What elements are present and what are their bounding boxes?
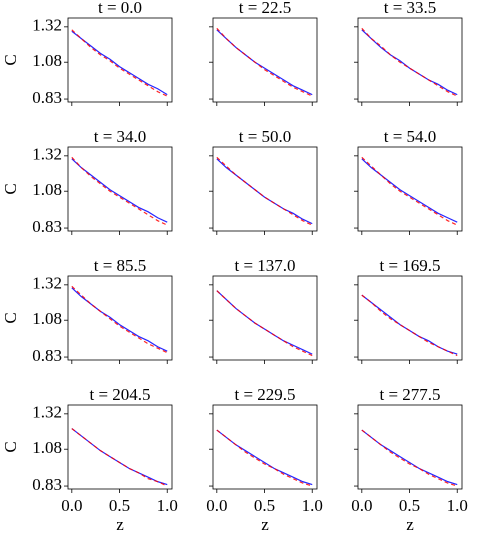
y-tick-label: 1.32 [32,16,62,35]
y-tick-label: 1.08 [32,438,62,457]
plot-frame [67,17,173,103]
panel-title: t = 54.0 [384,127,437,146]
y-axis-label: C [1,54,20,65]
x-axis-label: z [116,515,124,534]
y-tick-label: 1.32 [32,145,62,164]
y-tick-label: 0.83 [32,217,62,236]
plot-frame [212,404,318,490]
data-line [71,30,168,96]
x-tick-label: 0.0 [206,496,227,515]
data-line [361,158,458,223]
plot-frame [212,17,318,103]
data-line [361,156,458,226]
panel-title: t = 169.5 [379,256,440,275]
x-tick-label: 1.0 [447,496,468,515]
plot-frame [67,404,173,490]
panel-title: t = 229.5 [234,385,295,404]
plot-frame [357,404,463,490]
panel-title: t = 0.0 [98,0,142,17]
data-line [361,27,458,97]
y-tick-label: 1.32 [32,274,62,293]
data-line [71,428,168,487]
data-line [216,429,313,487]
panel-title: t = 50.0 [239,127,292,146]
data-line [71,158,168,223]
data-line [216,290,313,355]
x-tick-label: 0.5 [109,496,130,515]
y-tick-label: 1.32 [32,403,62,422]
panel-title: t = 33.5 [384,0,437,17]
x-tick-label: 0.5 [254,496,275,515]
plot-frame [357,275,463,361]
data-line [216,156,313,226]
x-tick-label: 1.0 [302,496,323,515]
data-line [361,29,458,96]
y-tick-label: 1.08 [32,51,62,70]
data-line [361,429,458,486]
data-line [71,156,168,226]
data-line [216,290,313,357]
x-tick-label: 1.0 [157,496,178,515]
y-tick-label: 1.08 [32,309,62,328]
panel-title: t = 34.0 [94,127,147,146]
data-line [361,429,458,487]
y-axis-label: C [1,183,20,194]
plot-frame [357,17,463,103]
data-line [71,29,168,97]
x-tick-label: 0.5 [399,496,420,515]
plot-frame [212,275,318,361]
plot-frame [67,146,173,232]
data-line [216,429,313,486]
y-axis-label: C [1,312,20,323]
y-axis-label: C [1,441,20,452]
panel-title: t = 204.5 [89,385,150,404]
data-line [71,285,168,354]
data-line [361,294,458,355]
panel-title: t = 85.5 [94,256,147,275]
x-tick-label: 0.0 [351,496,372,515]
y-tick-label: 0.83 [32,475,62,494]
panel-title: t = 22.5 [239,0,292,17]
y-tick-label: 0.83 [32,346,62,365]
data-line [71,428,168,486]
panel-title: t = 277.5 [379,385,440,404]
y-tick-label: 0.83 [32,88,62,107]
x-tick-label: 0.0 [61,496,82,515]
x-axis-label: z [261,515,269,534]
plot-frame [357,146,463,232]
data-line [216,27,313,97]
plot-frame [67,275,173,361]
x-axis-label: z [406,515,414,534]
data-line [361,294,458,357]
panel-title: t = 137.0 [234,256,295,275]
data-line [216,158,313,225]
y-tick-label: 1.08 [32,180,62,199]
data-line [216,29,313,96]
data-line [71,287,168,352]
plot-frame [212,146,318,232]
